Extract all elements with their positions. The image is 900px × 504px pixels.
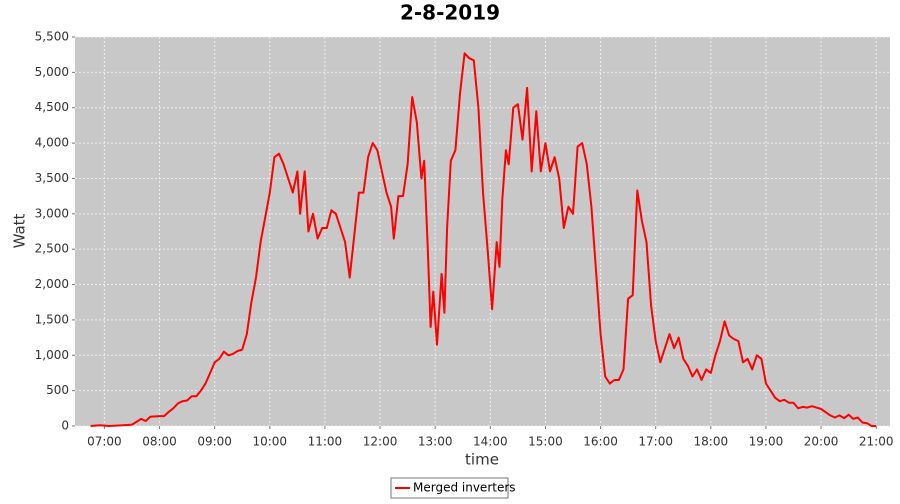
x-axis-label: time (465, 451, 499, 469)
x-tick-label: 14:00 (473, 435, 508, 449)
y-tick-label: 0 (61, 419, 69, 433)
x-tick-label: 18:00 (694, 435, 729, 449)
x-tick-label: 15:00 (528, 435, 563, 449)
y-tick-label: 5,500 (35, 30, 69, 44)
legend (390, 477, 509, 499)
x-tick-label: 11:00 (308, 435, 343, 449)
line-series (90, 52, 877, 427)
x-tick-label: 13:00 (418, 435, 453, 449)
x-tick-label: 07:00 (87, 435, 122, 449)
y-tick-label: 5,000 (35, 65, 69, 79)
y-tick-label: 1,000 (35, 348, 69, 362)
x-tick-label: 19:00 (749, 435, 784, 449)
x-tick-label: 17:00 (638, 435, 673, 449)
y-tick-label: 2,000 (35, 277, 69, 291)
legend-label: Merged inverters (413, 481, 516, 495)
x-tick-label: 21:00 (859, 435, 894, 449)
plot-area (75, 37, 890, 426)
x-tick-label: 16:00 (583, 435, 618, 449)
y-axis-label: Watt (11, 213, 29, 248)
chart-title: 2-8-2019 (400, 1, 500, 25)
y-tick-label: 4,500 (35, 100, 69, 114)
y-tick-label: 4,000 (35, 136, 69, 150)
x-tick-label: 10:00 (252, 435, 287, 449)
x-tick-label: 12:00 (363, 435, 398, 449)
y-tick-label: 2,500 (35, 242, 69, 256)
x-tick-label: 08:00 (142, 435, 177, 449)
y-tick-label: 500 (46, 383, 69, 397)
y-tick-label: 3,000 (35, 206, 69, 220)
y-tick-label: 3,500 (35, 171, 69, 185)
y-tick-label: 1,500 (35, 312, 69, 326)
x-tick-label: 09:00 (197, 435, 232, 449)
x-tick-label: 20:00 (804, 435, 839, 449)
